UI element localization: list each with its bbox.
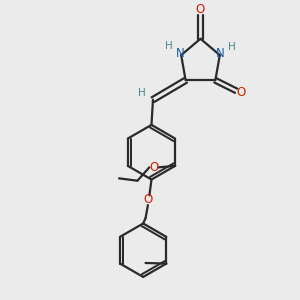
Text: O: O — [143, 193, 152, 206]
Text: O: O — [237, 86, 246, 99]
Text: N: N — [176, 47, 185, 60]
Text: N: N — [216, 47, 225, 60]
Text: O: O — [196, 3, 205, 16]
Text: O: O — [149, 161, 158, 174]
Text: H: H — [165, 40, 172, 51]
Text: H: H — [228, 42, 236, 52]
Text: H: H — [138, 88, 146, 98]
